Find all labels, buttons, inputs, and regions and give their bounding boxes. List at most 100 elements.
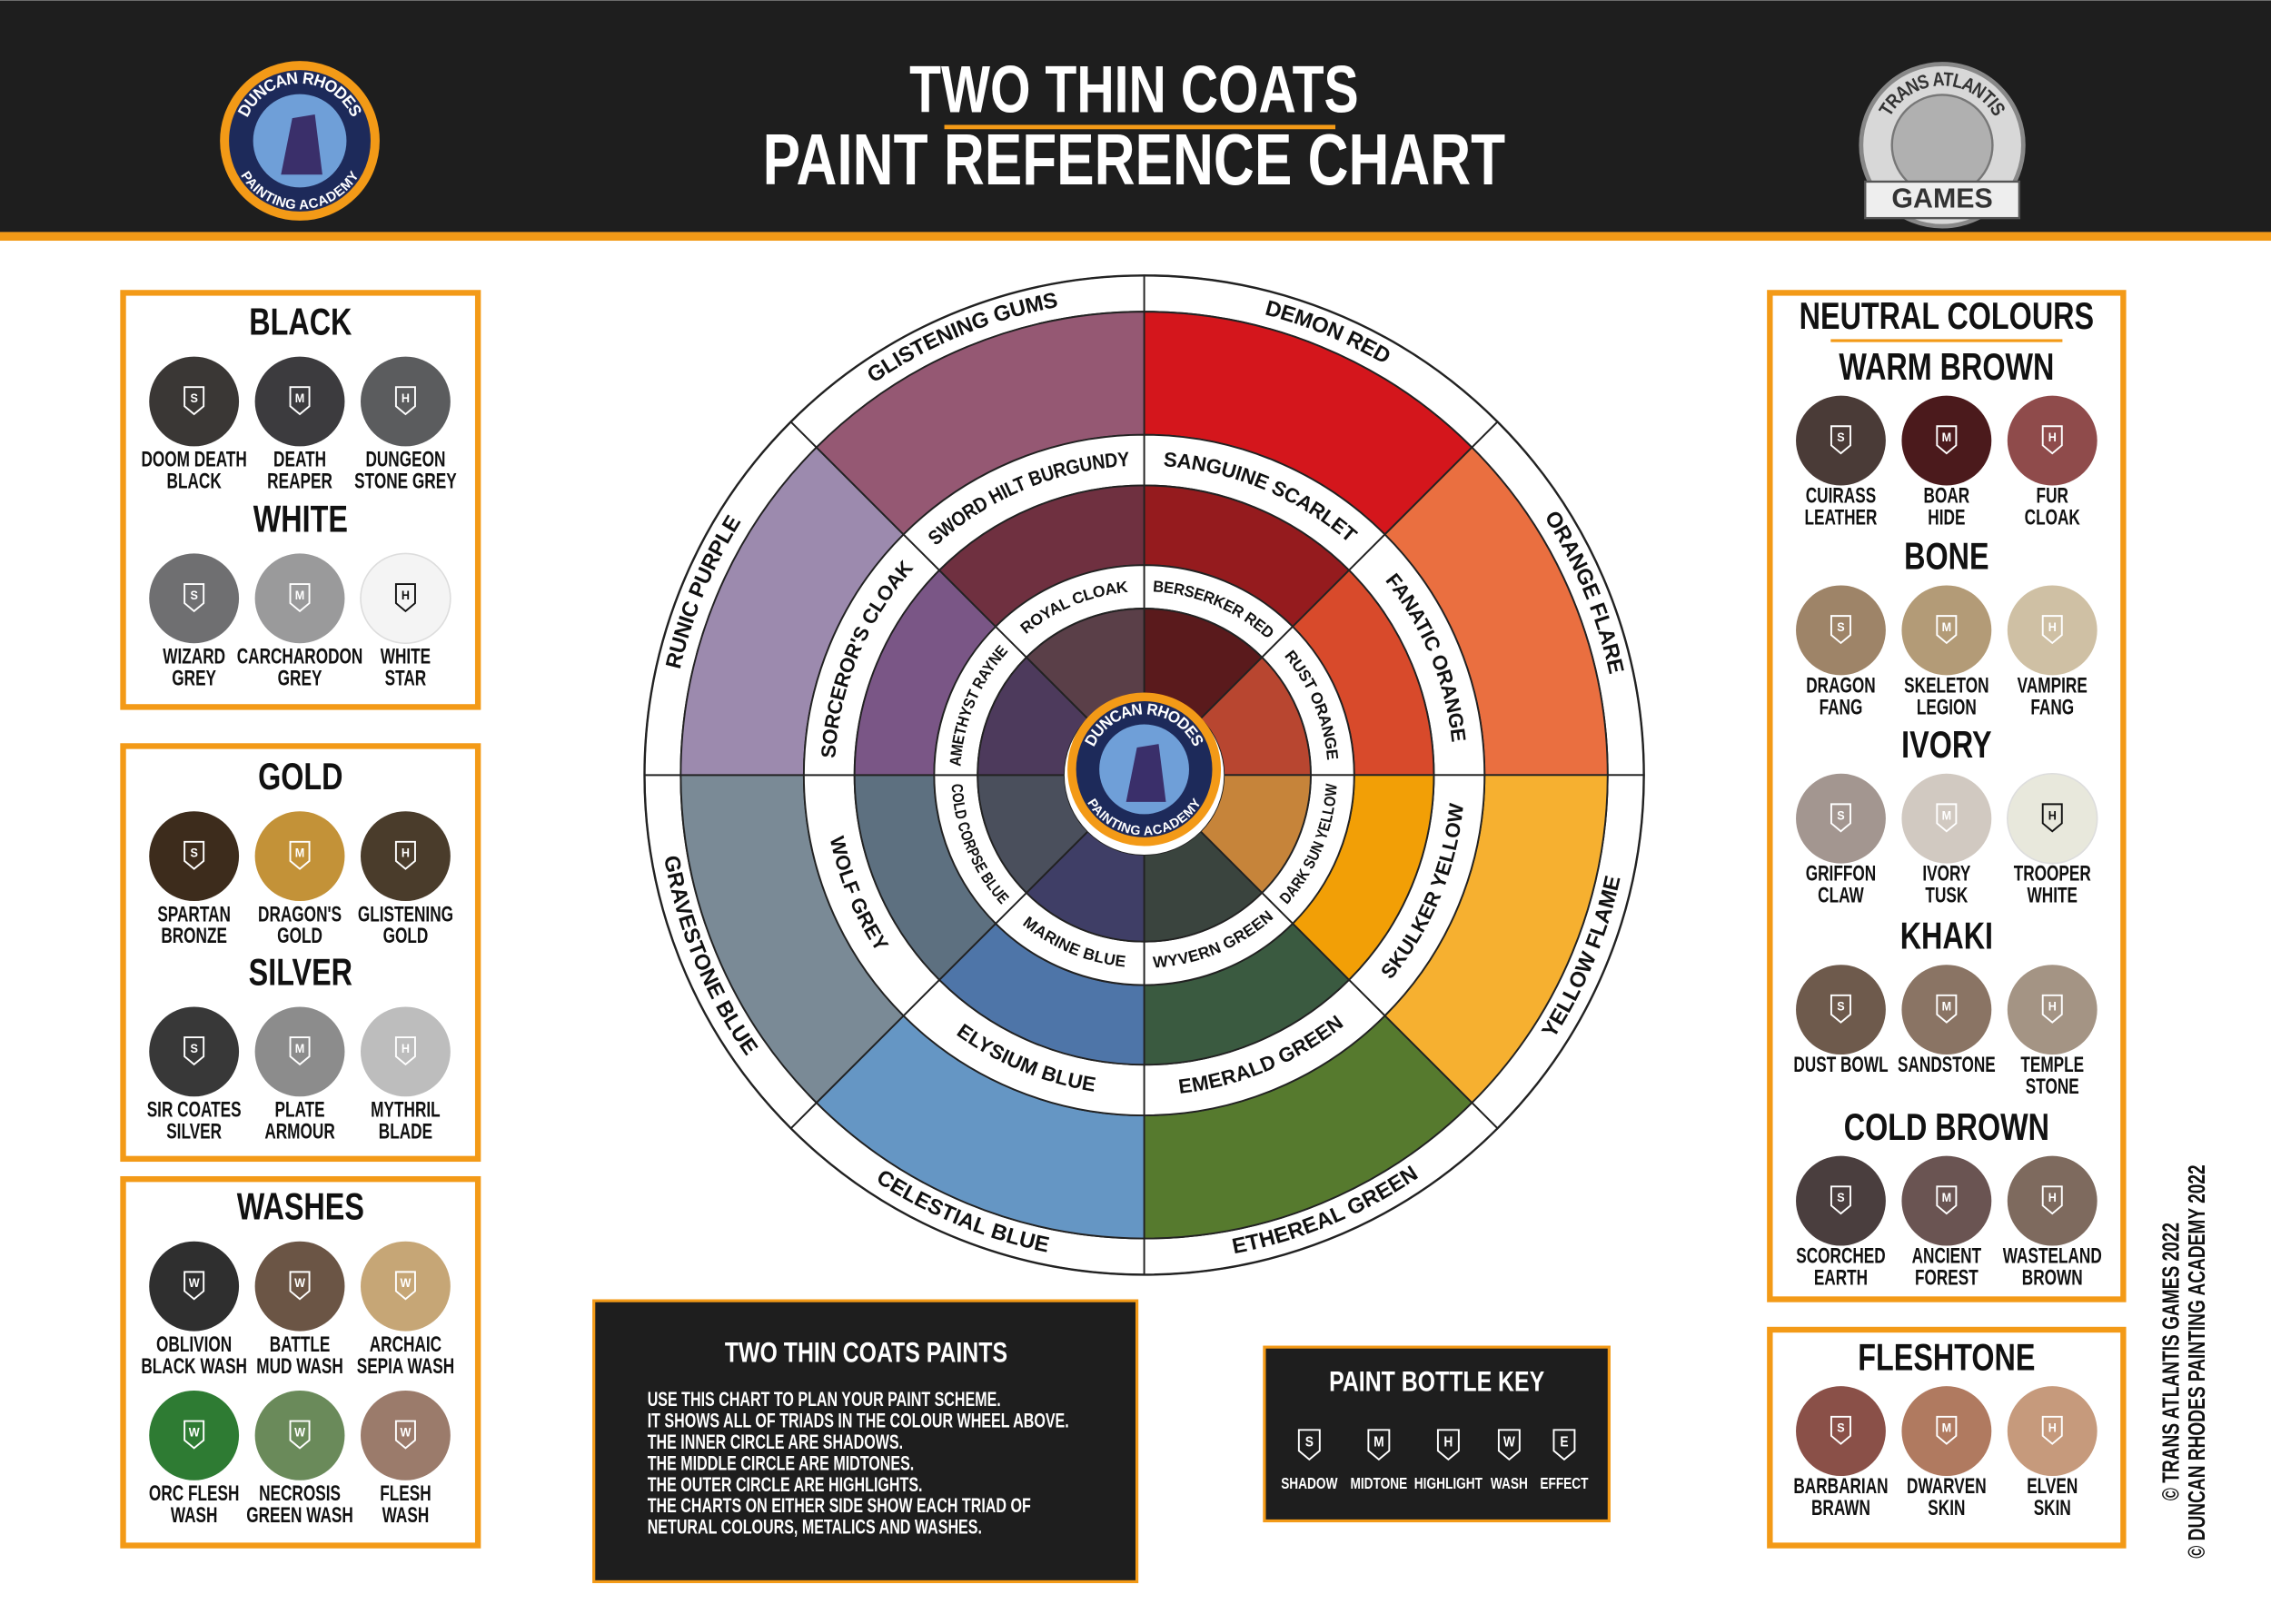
- bottle-letter: S: [190, 1041, 198, 1055]
- group-title: IVORY: [1901, 723, 1992, 766]
- bottle-icon: [289, 1036, 311, 1066]
- title: TWO THIN COATS: [909, 51, 1359, 126]
- header-stripe: [0, 232, 2271, 242]
- paint-swatch: [149, 811, 240, 902]
- info-line: THE INNER CIRCLE ARE SHADOWS.: [648, 1431, 903, 1453]
- paint-name: FANG: [2030, 696, 2074, 719]
- bottle-letter: M: [295, 588, 305, 602]
- paint-name: GREY: [278, 667, 322, 690]
- paint-swatch: [254, 811, 345, 902]
- paint-name: DOOM DEATH: [141, 448, 246, 471]
- bottle-letter: W: [1503, 1435, 1515, 1451]
- paint-swatch: [1901, 773, 1992, 864]
- bottle-icon: [394, 1420, 416, 1450]
- bottle-icon: [1936, 425, 1958, 455]
- paint-name: STONE GREY: [354, 470, 457, 493]
- key-label: EFFECT: [1540, 1476, 1589, 1493]
- paint-name: BRONZE: [161, 925, 227, 948]
- group-title: FLESHTONE: [1858, 1336, 2035, 1379]
- paint-name: SPARTAN: [157, 903, 231, 926]
- bottle-icon: [2041, 615, 2063, 645]
- paint-name: BLADE: [379, 1120, 432, 1144]
- logo-figure: [281, 114, 322, 175]
- paint-name: FUR: [2037, 484, 2068, 508]
- paint-name: BATTLE: [270, 1332, 331, 1356]
- paint-name: SANDSTONE: [1898, 1053, 1996, 1076]
- paint-name: LEATHER: [1804, 506, 1877, 530]
- bottle-letter: W: [400, 1276, 411, 1291]
- bottle-letter: W: [294, 1276, 305, 1291]
- logo-globe: [1890, 94, 1994, 197]
- paint-name: FANG: [1820, 696, 1863, 719]
- bottle-icon: [289, 386, 311, 416]
- info-box: [592, 1299, 1139, 1584]
- paint-swatch: [2007, 1155, 2097, 1246]
- subtitle: PAINT REFERENCE CHART: [763, 120, 1506, 201]
- paint-swatch: [361, 1390, 451, 1480]
- info-line: THE OUTER CIRCLE ARE HIGHLIGHTS.: [648, 1473, 923, 1496]
- bottle-letter: S: [190, 846, 198, 860]
- bottle-icon: [1367, 1429, 1391, 1461]
- bottle-letter: S: [1837, 999, 1845, 1014]
- bottle-letter: W: [400, 1425, 411, 1440]
- paint-name: CARCHARODON: [237, 645, 363, 668]
- bottle-icon: [289, 1271, 311, 1301]
- bottle-letter: M: [295, 391, 305, 405]
- bottle-icon: [1936, 803, 1958, 833]
- paint-name: REAPER: [267, 470, 332, 493]
- paint-name: DRAGON'S: [258, 903, 342, 926]
- paint-swatch: [2007, 965, 2097, 1055]
- panel-heading: NEUTRAL COLOURS: [1800, 294, 2094, 337]
- paint-swatch: [149, 356, 240, 447]
- paint-swatch: [1796, 395, 1886, 486]
- info-line: THE MIDDLE CIRCLE ARE MIDTONES.: [648, 1452, 915, 1475]
- bottle-icon: [183, 583, 205, 613]
- paint-swatch: [1901, 965, 1992, 1055]
- paint-name: CLOAK: [2025, 506, 2080, 530]
- group-title: BLACK: [249, 301, 352, 343]
- bottle-letter: H: [2048, 1191, 2057, 1205]
- key-label: HIGHLIGHT: [1414, 1476, 1483, 1493]
- bottle-icon: [289, 840, 311, 870]
- bottle-letter: S: [1837, 1421, 1845, 1435]
- key-label: MIDTONE: [1350, 1476, 1407, 1493]
- bottle-letter: W: [189, 1425, 200, 1440]
- paint-name: GREY: [172, 667, 216, 690]
- bottle-icon: [394, 1036, 416, 1066]
- bottle-letter: M: [1942, 619, 1952, 634]
- paint-name: GRIFFON: [1806, 862, 1876, 886]
- paint-name: ORC FLESH: [149, 1481, 239, 1505]
- bottle-letter: S: [1837, 619, 1845, 634]
- paint-name: STONE: [2026, 1074, 2079, 1098]
- info-line: IT SHOWS ALL OF TRIADS IN THE COLOUR WHE…: [648, 1410, 1069, 1432]
- paint-name: SKIN: [2034, 1496, 2071, 1520]
- paint-name: OBLIVION: [156, 1332, 232, 1356]
- key-title: PAINT BOTTLE KEY: [1329, 1366, 1544, 1399]
- paint-name: DUNGEON: [365, 448, 445, 471]
- bottle-icon: [1830, 803, 1851, 833]
- bottle-icon: [1552, 1429, 1576, 1461]
- logo-figure: [1126, 744, 1166, 802]
- bottle-letter: H: [402, 1041, 410, 1055]
- paint-swatch: [1796, 965, 1886, 1055]
- bottle-letter: M: [1942, 808, 1952, 823]
- bottle-icon: [183, 840, 205, 870]
- key-label: SHADOW: [1281, 1476, 1337, 1493]
- paint-swatch: [1901, 1155, 1992, 1246]
- bottle-letter: S: [190, 391, 198, 405]
- bottle-icon: [1830, 1185, 1851, 1215]
- info-line: USE THIS CHART TO PLAN YOUR PAINT SCHEME…: [648, 1389, 1001, 1411]
- paint-name: SILVER: [166, 1120, 222, 1144]
- panel-frame: [120, 1175, 481, 1549]
- paint-name: FOREST: [1915, 1266, 1978, 1290]
- bottle-letter: H: [402, 588, 410, 602]
- paint-name: BRAWN: [1811, 1496, 1870, 1520]
- bottle-icon: [394, 1271, 416, 1301]
- paint-name: GOLD: [277, 925, 322, 948]
- paint-name: ANCIENT: [1912, 1244, 1982, 1268]
- bottle-letter: M: [1942, 1421, 1952, 1435]
- bottle-letter: S: [1837, 808, 1845, 823]
- bottle-letter: S: [1305, 1435, 1314, 1451]
- group-title: GOLD: [258, 755, 342, 797]
- bottle-icon: [183, 1271, 205, 1301]
